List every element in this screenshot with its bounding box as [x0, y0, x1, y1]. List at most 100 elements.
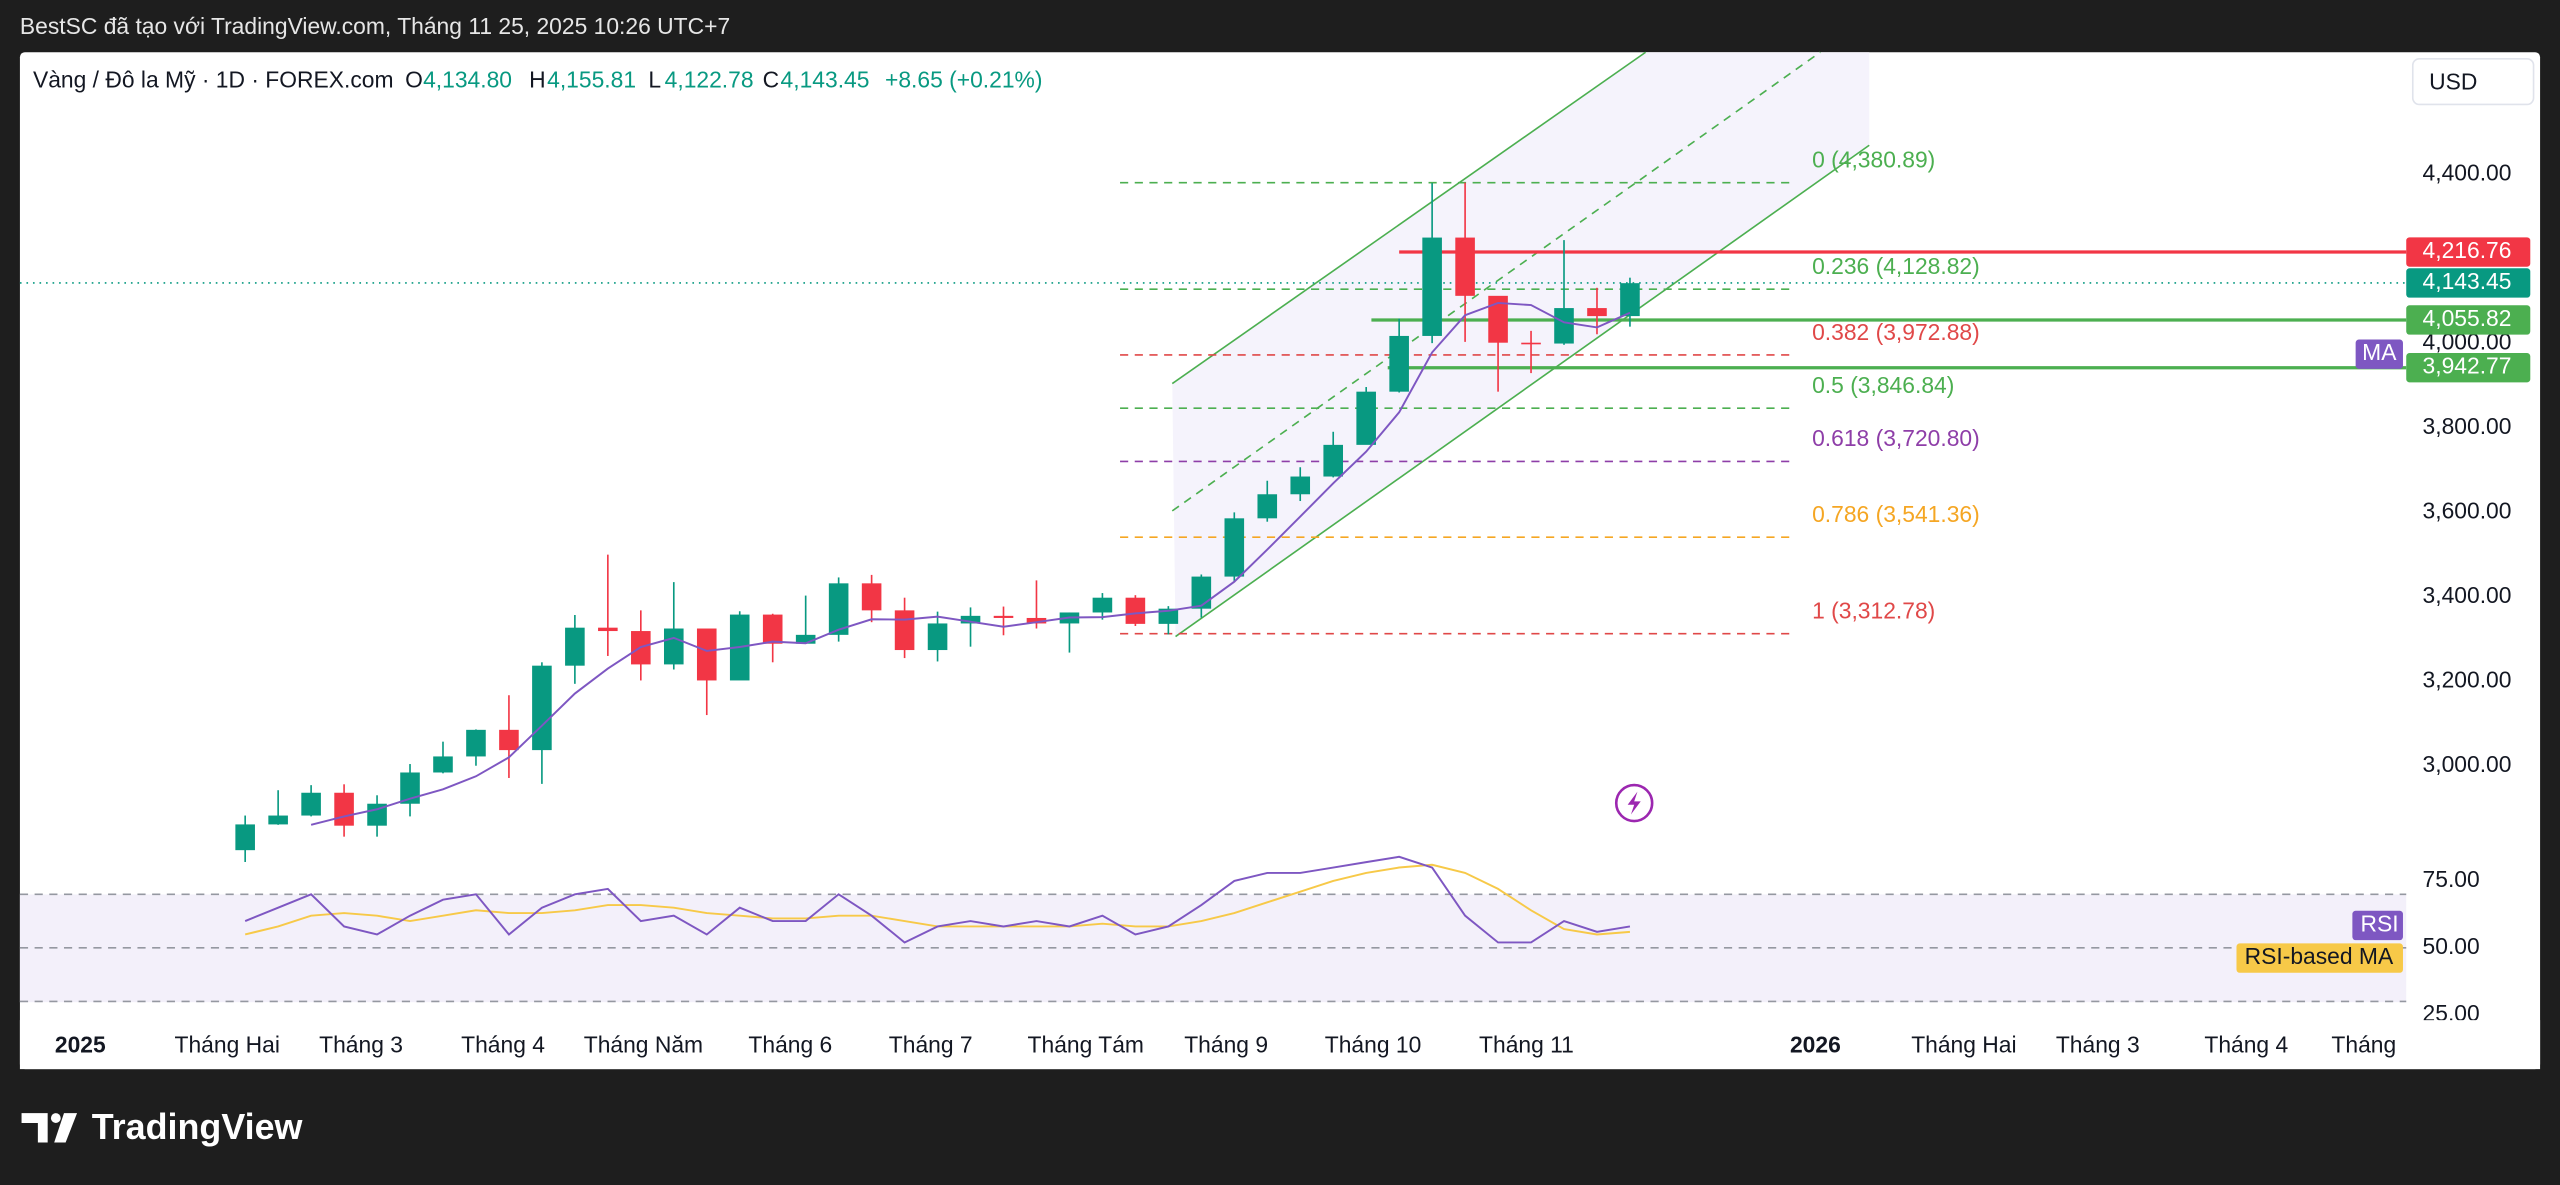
currency[interactable]: USD	[2429, 68, 2477, 94]
candle-body	[696, 628, 717, 681]
caption: BestSC đã tạo với TradingView.com, Tháng…	[20, 13, 730, 39]
x-tick-label: Tháng Hai	[1911, 1031, 2016, 1057]
candle-body	[1587, 308, 1607, 317]
logo-dot	[50, 1113, 61, 1123]
alert-icon[interactable]	[1614, 783, 1654, 823]
legend-l: L	[648, 67, 661, 93]
legend-o: O	[405, 67, 423, 93]
legend-c: C	[763, 67, 780, 93]
rsi-tag	[2352, 910, 2403, 941]
price-tag-label: 4,143.45	[2423, 268, 2512, 294]
y-tick-label: 3,000.00	[2423, 751, 2512, 777]
x-tick-label: Tháng Hai	[175, 1031, 280, 1057]
candle-body	[565, 627, 585, 666]
legend-low: 4,122.78	[665, 67, 754, 93]
y-tick-label: 3,400.00	[2423, 582, 2512, 608]
candle-body	[1125, 597, 1146, 624]
x-tick-label: Tháng 9	[1184, 1031, 1268, 1057]
symbol: Vàng / Đô la Mỹ · 1D · FOREX.com	[33, 67, 394, 93]
candle-body	[1554, 308, 1574, 344]
legend-change: +8.65 (+0.21%)	[885, 67, 1042, 93]
candle-body	[334, 792, 354, 826]
logo-mark	[21, 1113, 48, 1143]
rsi-ma-tag	[2236, 943, 2403, 973]
logo-text: TradingView	[92, 1107, 303, 1147]
candle-body	[1290, 476, 1311, 495]
fib-label: 0.5 (3,846.84)	[1812, 372, 1954, 398]
legend-close: 4,143.45	[781, 67, 870, 93]
candle-body	[663, 628, 684, 665]
candles	[235, 182, 1640, 862]
candle-body	[894, 610, 915, 651]
channel-fill	[1172, 52, 1870, 637]
candle-body	[1092, 597, 1113, 613]
fib-label: 1 (3,312.78)	[1812, 597, 1935, 623]
fib-label: 0 (4,380.89)	[1812, 147, 1935, 173]
y-tick-label: 3,600.00	[2423, 497, 2512, 523]
fib-label: 0.382 (3,972.88)	[1812, 319, 1980, 345]
logo-slash	[54, 1113, 78, 1143]
x-tick-label: Tháng 4	[2204, 1031, 2288, 1057]
candle-body	[499, 729, 519, 751]
candle-body	[762, 614, 783, 644]
pane-mask	[19, 1020, 2541, 1070]
x-tick-label: Tháng Tám	[1028, 1031, 1144, 1057]
logo: TradingView	[21, 1107, 303, 1147]
x-tick-label: Tháng 11	[1479, 1031, 1574, 1057]
channel-middle	[1171, 51, 1821, 512]
price-tag-label: 4,055.82	[2423, 305, 2512, 331]
x-tick-label: Tháng	[2331, 1031, 2396, 1057]
candle-body	[828, 583, 849, 635]
candle-body	[1356, 391, 1376, 445]
legend-high: 4,155.81	[547, 67, 636, 93]
channel-upper	[1171, 51, 1647, 385]
rsi-line	[244, 855, 1631, 944]
price-tag	[2406, 237, 2531, 267]
rsi-tick-label: 75.00	[2423, 866, 2480, 892]
candle-body	[861, 583, 882, 611]
ma-line	[310, 301, 1631, 826]
price-tag	[2406, 305, 2531, 335]
currency-button[interactable]	[2411, 57, 2535, 106]
candle-body	[960, 615, 981, 624]
candle-body	[433, 756, 453, 773]
legend-open: 4,134.80	[423, 67, 512, 93]
rsi-ma-tag-label: RSI-based MA	[2245, 943, 2394, 969]
ma-tag	[2355, 339, 2403, 369]
x-tick-label: 2026	[1790, 1031, 1841, 1057]
candle-body	[1191, 576, 1212, 609]
rsi-tag-label: RSI	[2361, 911, 2399, 937]
candle-body	[598, 627, 618, 632]
x-tick-label: Tháng 10	[1325, 1031, 1422, 1057]
candle-body	[1488, 295, 1508, 343]
y-tick-label: 3,200.00	[2423, 666, 2512, 692]
fib-label: 0.618 (3,720.80)	[1812, 425, 1980, 451]
candle-body	[795, 634, 816, 644]
y-tick-label: 3,800.00	[2423, 413, 2512, 439]
price-tag	[2406, 268, 2531, 298]
candle-body	[301, 792, 321, 816]
x-tick-label: Tháng Năm	[584, 1031, 703, 1057]
candle-body	[1257, 494, 1278, 519]
candle-body	[1026, 617, 1047, 624]
candle-body	[1422, 237, 1442, 336]
candle-body	[1521, 342, 1541, 345]
ma-tag-label: MA	[2362, 339, 2397, 365]
candle-body	[1389, 335, 1409, 392]
candle-body	[1455, 237, 1475, 296]
x-tick-label: Tháng 3	[319, 1031, 403, 1057]
x-tick-label: Tháng 4	[461, 1031, 545, 1057]
x-tick-label: Tháng 3	[2056, 1031, 2140, 1057]
candle-body	[1620, 283, 1640, 317]
y-tick-label: 4,400.00	[2423, 160, 2512, 186]
price-tag	[2406, 353, 2531, 383]
candle-body	[1158, 608, 1179, 624]
candle-body	[993, 615, 1014, 618]
candle-body	[268, 815, 288, 825]
candle-body	[466, 729, 486, 757]
alert-bolt	[1627, 791, 1641, 815]
price-tag-label: 4,216.76	[2423, 237, 2512, 263]
candle-body	[1224, 518, 1245, 577]
